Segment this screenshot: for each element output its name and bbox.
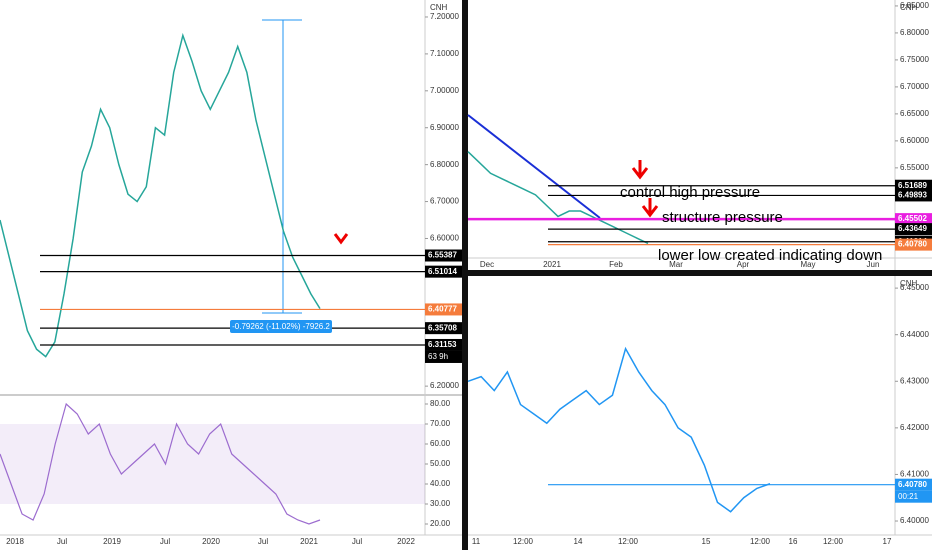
price-label: 6.51689 <box>898 181 927 190</box>
countdown: 00:21 <box>898 492 919 501</box>
x-tick-label: Apr <box>737 260 750 269</box>
price-label-box <box>425 338 462 351</box>
y-tick-label: 6.90000 <box>430 123 459 132</box>
x-tick-label: Feb <box>609 260 623 269</box>
arrow <box>333 233 349 245</box>
price-label-box <box>895 179 932 192</box>
countdown-box <box>895 490 932 503</box>
y-tick-label: 6.41000 <box>900 470 929 479</box>
x-tick-label: Mar <box>669 260 683 269</box>
y-tick-label: 6.44000 <box>900 330 929 339</box>
y-tick-label: 6.40000 <box>900 516 929 525</box>
measure-box <box>230 320 332 333</box>
price-label-box <box>425 265 462 278</box>
y-tick-label: 6.75000 <box>900 55 929 64</box>
y-tick-label: 6.60000 <box>900 136 929 145</box>
price-label: 6.40780 <box>898 480 927 489</box>
y-tick-label: 6.80000 <box>900 28 929 37</box>
rsi-band <box>0 424 425 504</box>
trend-line <box>467 114 601 219</box>
price-label: 6.51014 <box>428 267 457 276</box>
y-tick-label: 6.55000 <box>900 163 929 172</box>
price-line <box>467 346 771 513</box>
y-tick-label: 6.42000 <box>900 423 929 432</box>
y-tick-label: 6.70000 <box>430 197 459 206</box>
price-line <box>0 32 321 358</box>
y-tick-label: 30.00 <box>430 499 451 508</box>
price-label-box <box>895 189 932 202</box>
y-tick-label: 60.00 <box>430 439 451 448</box>
y-tick-label: 7.00000 <box>430 86 459 95</box>
divider <box>462 0 468 550</box>
price-label-box <box>425 322 462 335</box>
x-tick-label: 2019 <box>103 537 121 546</box>
symbol: CNH <box>900 279 918 288</box>
x-tick-label: 2020 <box>202 537 220 546</box>
x-tick-label: 16 <box>789 537 798 546</box>
x-tick-label: 15 <box>702 537 711 546</box>
x-tick-label: 2018 <box>6 537 24 546</box>
x-tick-label: 12:00 <box>618 537 639 546</box>
measure-label: -0.79262 (-11.02%) -7926.2 <box>232 322 330 331</box>
x-tick-label: Jul <box>352 537 362 546</box>
annotation: lower low created indicating down <box>658 247 882 264</box>
price-label: 6.55387 <box>428 251 457 260</box>
y-tick-label: 7.20000 <box>430 12 459 21</box>
annotation: control high pressure <box>620 184 760 201</box>
x-tick-label: 12:00 <box>823 537 844 546</box>
x-tick-label: 14 <box>574 537 583 546</box>
y-tick-label: 70.00 <box>430 419 451 428</box>
price-label: 6.49893 <box>898 191 927 200</box>
price-label: 6.35708 <box>428 323 457 332</box>
price-label-box <box>425 303 462 316</box>
arrow <box>631 160 649 180</box>
y-tick-label: 6.20000 <box>430 381 459 390</box>
price-label: 6.31153 <box>428 340 457 349</box>
y-tick-label: 6.45000 <box>900 283 929 292</box>
y-tick-label: 80.00 <box>430 399 451 408</box>
x-tick-label: May <box>800 260 815 269</box>
countdown-box <box>425 350 462 363</box>
divider <box>468 270 932 276</box>
x-tick-label: Jul <box>258 537 268 546</box>
y-tick-label: 20.00 <box>430 519 451 528</box>
x-tick-label: Jul <box>160 537 170 546</box>
x-tick-label: 12:00 <box>750 537 771 546</box>
x-tick-label: 2021 <box>543 260 561 269</box>
x-tick-label: 12:00 <box>513 537 534 546</box>
x-tick-label: 2022 <box>397 537 415 546</box>
y-tick-label: 6.80000 <box>430 160 459 169</box>
y-tick-label: 6.70000 <box>900 82 929 91</box>
symbol: CNH <box>900 3 918 12</box>
x-tick-label: Jun <box>867 260 880 269</box>
price-label: 6.43649 <box>898 224 927 233</box>
y-tick-label: 7.10000 <box>430 49 459 58</box>
price-label-box <box>895 213 932 226</box>
x-tick-label: Dec <box>480 260 494 269</box>
price-label-box <box>895 478 932 491</box>
x-tick-label: 11 <box>472 537 481 546</box>
y-tick-label: 50.00 <box>430 459 451 468</box>
arrow <box>641 198 659 218</box>
y-tick-label: 6.65000 <box>900 109 929 118</box>
symbol: CNH <box>430 3 448 12</box>
price-label: 6.40777 <box>428 305 457 314</box>
x-tick-label: 2021 <box>300 537 318 546</box>
x-tick-label: 17 <box>883 537 892 546</box>
price-label-box <box>895 238 932 251</box>
countdown: 63 9h <box>428 352 448 361</box>
price-label-box <box>895 223 932 236</box>
price-label: 6.40780 <box>898 240 927 249</box>
y-tick-label: 6.60000 <box>430 234 459 243</box>
y-tick-label: 6.85000 <box>900 1 929 10</box>
price-label-box <box>425 249 462 262</box>
y-tick-label: 6.43000 <box>900 376 929 385</box>
annotation: structure pressure <box>662 209 783 226</box>
price-label: 6.45502 <box>898 214 927 223</box>
rsi-line <box>0 402 321 525</box>
y-tick-label: 40.00 <box>430 479 451 488</box>
x-tick-label: Jul <box>57 537 67 546</box>
